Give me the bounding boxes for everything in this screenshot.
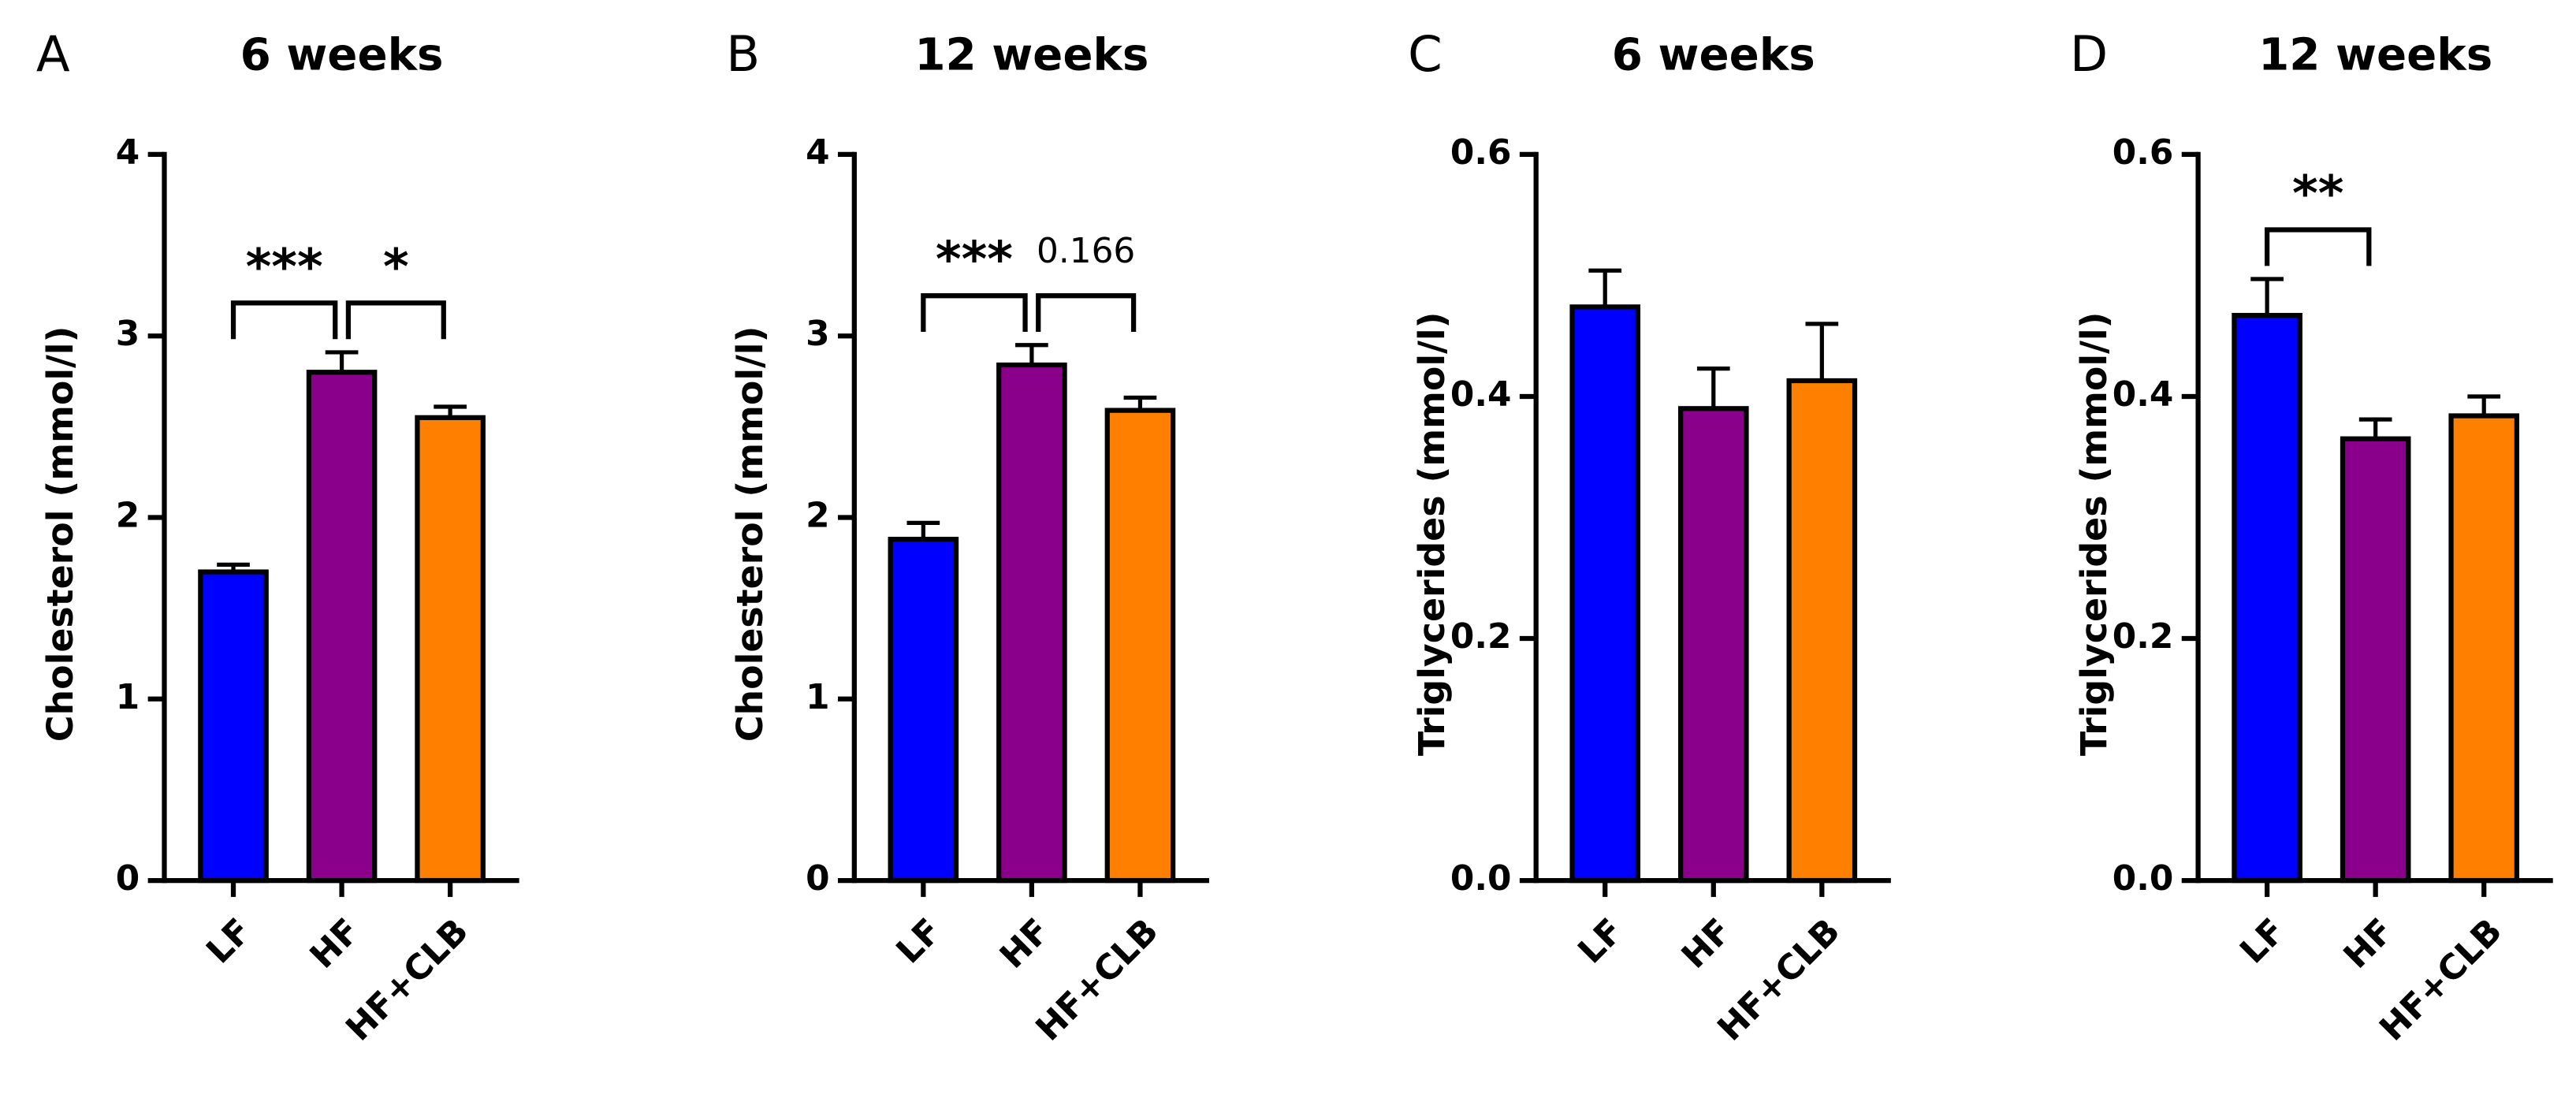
significance-bracket bbox=[2264, 227, 2372, 266]
panel-letter: A bbox=[36, 25, 70, 83]
significance-label: ** bbox=[2292, 165, 2343, 222]
y-tick-label: 0 bbox=[806, 858, 829, 899]
panel-letter: B bbox=[726, 25, 760, 83]
x-tick-label: LF bbox=[2232, 911, 2293, 972]
x-tick-label: LF bbox=[199, 911, 259, 972]
chart-title: 6 weeks bbox=[1612, 30, 1815, 81]
significance-label: * bbox=[383, 238, 409, 296]
x-tick-label: HF bbox=[1674, 911, 1740, 977]
panel-letter: C bbox=[1408, 25, 1442, 83]
y-tick-label: 0.2 bbox=[1450, 616, 1512, 657]
significance-label: *** bbox=[246, 238, 323, 296]
x-tick-label: LF bbox=[888, 911, 949, 972]
y-tick-label: 4 bbox=[806, 132, 829, 173]
chart-title: 12 weeks bbox=[914, 30, 1148, 81]
y-tick-label: 1 bbox=[116, 677, 140, 717]
panel-letter: D bbox=[2070, 25, 2108, 83]
bar bbox=[1569, 304, 1641, 884]
bar bbox=[1677, 406, 1749, 884]
significance-bracket bbox=[230, 300, 338, 340]
y-axis-label: Cholesterol (mmol/l) bbox=[39, 326, 81, 743]
y-axis-label: Cholesterol (mmol/l) bbox=[728, 326, 771, 743]
y-tick-label: 2 bbox=[806, 495, 829, 535]
bar bbox=[2340, 436, 2411, 884]
y-tick-label: 0.0 bbox=[1450, 858, 1512, 899]
y-tick-label: 0.0 bbox=[2113, 858, 2174, 899]
significance-bracket bbox=[921, 293, 1028, 333]
significance-label: 0.166 bbox=[1037, 231, 1135, 271]
bar bbox=[415, 415, 486, 884]
significance-bracket bbox=[345, 300, 446, 340]
chart-title: 12 weeks bbox=[2258, 30, 2492, 81]
bar bbox=[888, 536, 959, 884]
chart-title: 6 weeks bbox=[240, 30, 444, 81]
x-tick-label: LF bbox=[1570, 911, 1631, 972]
y-tick-label: 0.2 bbox=[2113, 616, 2174, 657]
x-tick-label: HF bbox=[302, 911, 367, 977]
bar bbox=[198, 569, 269, 884]
y-tick-label: 0.4 bbox=[1450, 374, 1512, 415]
x-tick-label: HF bbox=[2336, 911, 2402, 977]
significance-bracket bbox=[1036, 293, 1137, 333]
y-tick-label: 0 bbox=[116, 858, 140, 899]
bar bbox=[996, 362, 1067, 884]
y-tick-label: 2 bbox=[116, 495, 140, 535]
y-tick-label: 0.6 bbox=[2113, 132, 2174, 173]
x-tick-label: HF bbox=[992, 911, 1058, 977]
y-tick-label: 0.6 bbox=[1450, 132, 1512, 173]
y-tick-label: 3 bbox=[116, 314, 140, 354]
y-axis-label: Triglycerides (mmol/l) bbox=[1410, 312, 1453, 757]
y-tick-label: 1 bbox=[806, 677, 829, 717]
bar bbox=[1786, 378, 1858, 884]
y-axis-label: Triglycerides (mmol/l) bbox=[2072, 312, 2115, 757]
bar bbox=[1104, 408, 1176, 884]
bar bbox=[2232, 312, 2302, 884]
y-tick-label: 0.4 bbox=[2113, 374, 2174, 415]
bar bbox=[306, 370, 378, 884]
bar bbox=[2448, 413, 2520, 884]
y-tick-label: 4 bbox=[116, 132, 140, 173]
y-tick-label: 3 bbox=[806, 314, 829, 354]
significance-label: *** bbox=[936, 231, 1013, 288]
